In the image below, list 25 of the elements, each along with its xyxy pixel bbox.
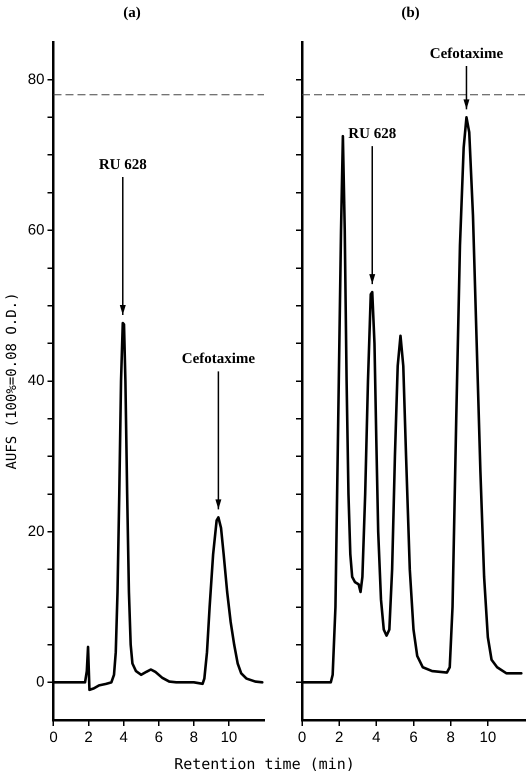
chart-title: (a) bbox=[123, 4, 141, 21]
y-tick-label: 60 bbox=[28, 221, 44, 238]
chart-title: (b) bbox=[401, 4, 420, 21]
x-tick-label: 2 bbox=[84, 729, 93, 746]
x-tick-label: 10 bbox=[220, 729, 238, 746]
x-tick-label: 0 bbox=[298, 729, 306, 746]
x-tick-label: 4 bbox=[119, 729, 128, 746]
x-tick-label: 10 bbox=[479, 729, 496, 746]
annotation: Cefotaxime bbox=[182, 351, 256, 368]
x-tick-label: 6 bbox=[154, 729, 163, 746]
x-tick-label: 2 bbox=[334, 729, 344, 746]
y-tick-label: 0 bbox=[36, 673, 44, 690]
y-tick-label: 80 bbox=[28, 70, 44, 88]
annotation: RU 628 bbox=[348, 126, 396, 142]
y-tick-label: 20 bbox=[28, 522, 44, 540]
annotation: Cefotaxime bbox=[430, 46, 504, 62]
x-tick-label: 8 bbox=[446, 729, 455, 746]
x-tick-label: 6 bbox=[409, 729, 418, 746]
x-axis-title: Retention time (min) bbox=[173, 755, 356, 773]
annotation: RU 628 bbox=[98, 156, 147, 173]
x-tick-label: 0 bbox=[49, 729, 58, 746]
x-tick-label: 8 bbox=[190, 729, 198, 746]
y-axis-title: AUFS (100%=0.08 O.D.) bbox=[4, 292, 20, 470]
x-tick-label: 4 bbox=[372, 729, 381, 746]
y-tick-label: 40 bbox=[28, 372, 44, 390]
